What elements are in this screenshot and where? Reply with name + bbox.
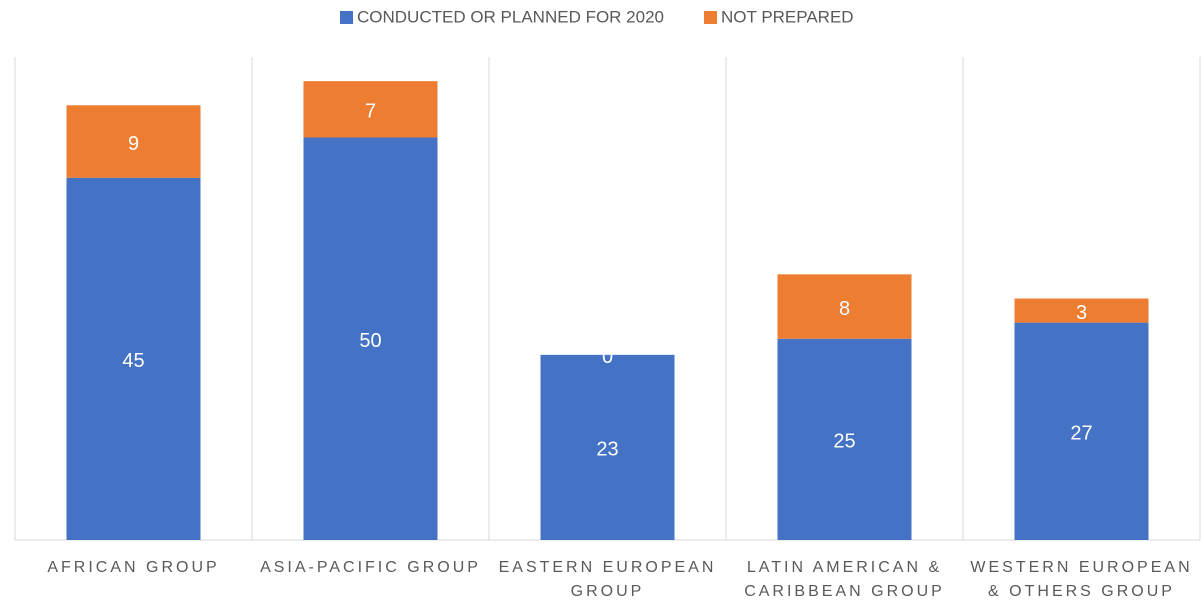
- data-label: 0: [602, 346, 613, 368]
- x-tick-label: AFRICAN GROUP: [47, 559, 220, 576]
- legend-label: NOT PREPARED: [721, 7, 854, 26]
- data-label: 45: [122, 350, 144, 372]
- bar-segment: [66, 105, 201, 178]
- data-label: 3: [1076, 302, 1087, 324]
- data-label: 50: [359, 330, 381, 352]
- bar-segment: [540, 354, 675, 540]
- data-label: 9: [128, 133, 139, 155]
- bar-segment: [777, 274, 912, 339]
- bar-segment: [66, 177, 201, 540]
- bar-segment: [303, 81, 438, 138]
- bar-segment: [777, 338, 912, 540]
- bar-segment: [1014, 322, 1149, 540]
- x-tick-label: LATIN AMERICAN & CARIBBEAN GROUP: [744, 559, 945, 600]
- data-label: 7: [365, 101, 376, 123]
- data-label: 25: [833, 431, 855, 453]
- x-tick-label: ASIA-PACIFIC GROUP: [260, 559, 481, 576]
- legend-swatch: [340, 11, 353, 24]
- data-label: 27: [1070, 423, 1092, 445]
- x-tick-label: EASTERN EUROPEAN GROUP: [498, 559, 717, 600]
- legend-label: CONDUCTED OR PLANNED FOR 2020: [357, 7, 664, 26]
- data-label: 8: [839, 298, 850, 320]
- data-label: 23: [596, 439, 618, 461]
- x-tick-label: WESTERN EUROPEAN & OTHERS GROUP: [970, 559, 1193, 600]
- bar-segment: [1014, 298, 1149, 323]
- legend-swatch: [704, 11, 718, 24]
- bar-segment: [303, 137, 438, 540]
